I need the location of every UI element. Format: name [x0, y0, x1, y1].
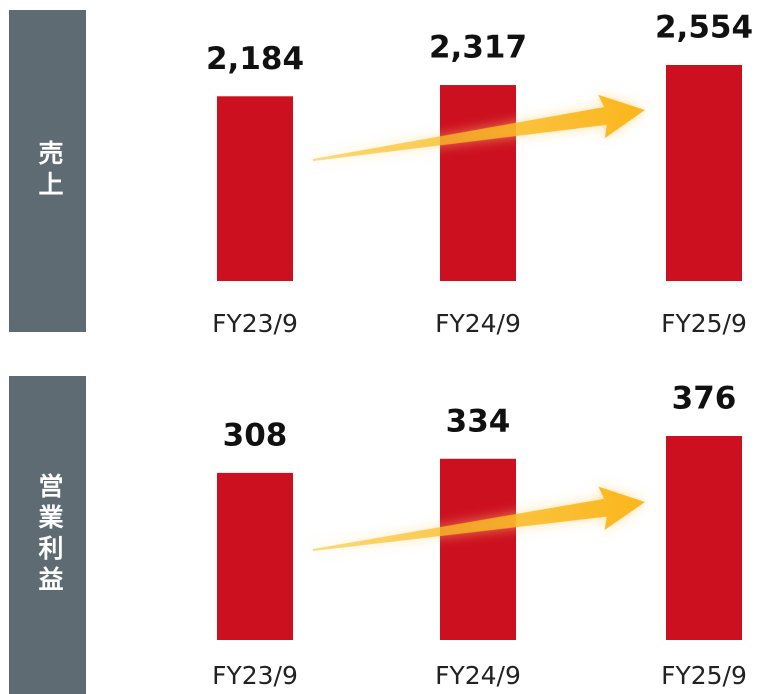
- bar: [217, 472, 293, 640]
- value-label: 308: [223, 417, 288, 453]
- bar: [217, 96, 293, 282]
- trend-arrow: [312, 94, 646, 161]
- bar: [666, 65, 742, 281]
- arrow-shape: [312, 486, 646, 551]
- value-label: 2,317: [429, 30, 527, 66]
- side-label: 売上: [35, 140, 64, 202]
- side-panel: [9, 10, 86, 332]
- value-label: 2,184: [206, 41, 304, 77]
- side-panel: [9, 376, 86, 694]
- x-tick-label: FY25/9: [661, 661, 747, 690]
- x-tick-label: FY24/9: [435, 309, 521, 338]
- side-label: 営業利益: [35, 473, 64, 597]
- trend-arrow: [312, 486, 646, 551]
- bar: [666, 436, 742, 640]
- bar: [440, 85, 516, 281]
- x-tick-label: FY25/9: [661, 309, 747, 338]
- value-label: 334: [446, 403, 511, 439]
- x-tick-label: FY24/9: [435, 661, 521, 690]
- x-tick-label: FY23/9: [212, 661, 298, 690]
- arrow-shape: [312, 94, 646, 161]
- value-label: 376: [672, 381, 737, 417]
- bar: [440, 458, 516, 640]
- x-tick-label: FY23/9: [212, 309, 298, 338]
- value-label: 2,554: [655, 10, 753, 46]
